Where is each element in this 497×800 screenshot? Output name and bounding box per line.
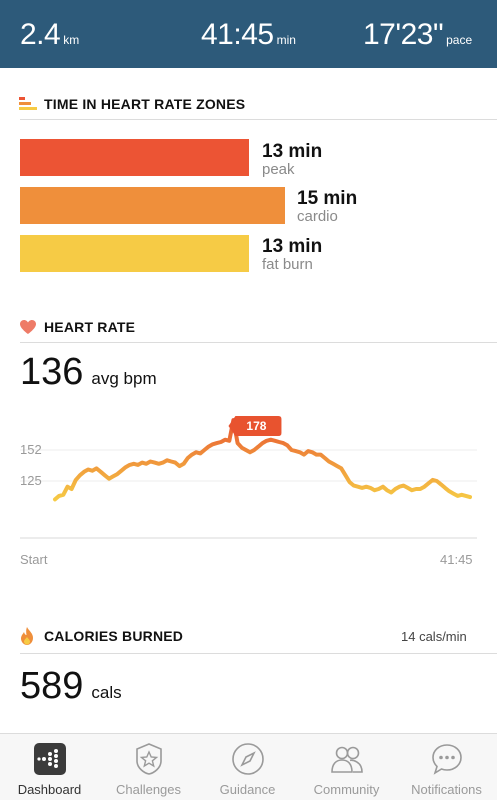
- workout-summary-header: 2.4 km 41:45 min 17'23" pace: [0, 0, 497, 68]
- duration-value: 41:45: [201, 18, 274, 51]
- chat-bubble-icon: [431, 744, 462, 775]
- tab-challenges-label: Challenges: [115, 782, 182, 797]
- compass-icon: [231, 743, 264, 775]
- peak-marker-label: 178: [246, 419, 266, 433]
- x-tick-start: Start: [20, 552, 48, 567]
- distance-value: 2.4: [20, 18, 61, 51]
- y-tick-152: 152: [20, 442, 42, 457]
- zones-divider: [20, 119, 497, 120]
- pace-unit: pace: [446, 33, 473, 47]
- heart-rate-chart-svg: 178: [20, 416, 477, 539]
- tab-dashboard-label: Dashboard: [17, 782, 82, 797]
- bottom-tab-bar: Dashboard Challenges Guidance Community: [0, 733, 497, 800]
- zone-fat-burn-label: fat burn: [262, 256, 313, 273]
- tab-challenges[interactable]: Challenges: [99, 734, 198, 800]
- dashboard-icon: [33, 743, 66, 775]
- y-tick-125: 125: [20, 473, 42, 488]
- duration-unit: min: [276, 33, 296, 47]
- star-badge-icon: [135, 743, 162, 775]
- tab-notifications-label: Notifications: [411, 782, 482, 797]
- avg-heart-rate-unit: avg bpm: [91, 369, 157, 388]
- zones-bars-icon: [19, 97, 37, 110]
- pace-stat: 17'23" pace: [363, 18, 472, 52]
- calories-total: 589 cals: [20, 665, 122, 708]
- people-icon: [330, 746, 363, 773]
- calories-divider: [20, 653, 497, 654]
- zone-bar-fat-burn: [20, 235, 249, 272]
- zone-bar-peak: [20, 139, 249, 176]
- zone-peak-label: peak: [262, 161, 295, 178]
- tab-notifications[interactable]: Notifications: [396, 734, 497, 800]
- calories-section-title: CALORIES BURNED: [44, 628, 184, 644]
- calories-rate: 14 cals/min: [401, 629, 467, 644]
- pace-value: 17'23": [363, 18, 444, 51]
- zones-section-title: TIME IN HEART RATE ZONES: [44, 96, 246, 112]
- zone-bar-cardio: [20, 187, 285, 224]
- peak-marker: 178: [228, 416, 282, 436]
- avg-heart-rate-value: 136: [20, 351, 84, 393]
- tab-dashboard[interactable]: Dashboard: [0, 734, 99, 800]
- duration-stat: 41:45 min: [201, 18, 296, 52]
- tab-community-label: Community: [313, 782, 380, 797]
- zone-cardio-label: cardio: [297, 208, 338, 225]
- calories-unit: cals: [91, 683, 122, 702]
- heart-rate-chart: 178 152 125 Start 41:45: [0, 400, 497, 580]
- zone-fat-burn-minutes: 13 min: [262, 236, 323, 257]
- tab-guidance[interactable]: Guidance: [198, 734, 297, 800]
- distance-unit: km: [63, 33, 80, 47]
- tab-community[interactable]: Community: [297, 734, 396, 800]
- heart-rate-section-title: HEART RATE: [44, 319, 136, 335]
- heart-rate-divider: [20, 342, 497, 343]
- flame-icon: [21, 627, 33, 645]
- heart-rate-series-line: [53, 418, 472, 502]
- zone-cardio-minutes: 15 min: [297, 188, 358, 209]
- avg-heart-rate: 136 avg bpm: [20, 351, 157, 394]
- zone-peak-minutes: 13 min: [262, 141, 323, 162]
- tab-guidance-label: Guidance: [219, 782, 276, 797]
- x-tick-end: 41:45: [440, 552, 473, 567]
- distance-stat: 2.4 km: [20, 18, 79, 52]
- heart-icon: [20, 320, 36, 334]
- calories-value: 589: [20, 665, 84, 707]
